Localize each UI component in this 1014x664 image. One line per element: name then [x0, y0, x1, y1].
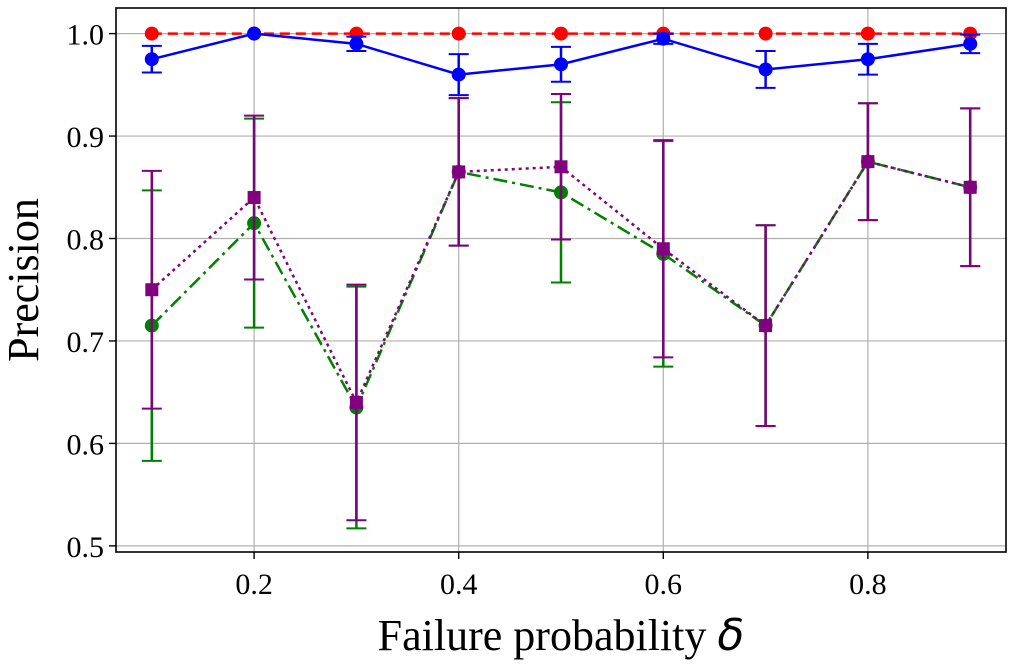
data-point	[656, 31, 671, 46]
data-point	[860, 26, 875, 41]
data-point	[656, 242, 670, 256]
y-tick-label: 0.6	[67, 428, 105, 461]
data-point	[247, 26, 262, 41]
x-axis-symbol: δ	[717, 610, 744, 661]
series-line	[150, 160, 971, 411]
x-axis-label: Failure probability	[378, 611, 707, 660]
series-1	[141, 26, 981, 97]
y-tick-label: 0.5	[67, 531, 105, 564]
data-point	[861, 155, 875, 169]
data-point	[554, 26, 568, 41]
data-point	[349, 395, 363, 409]
y-tick-label: 0.8	[67, 224, 105, 257]
data-point	[860, 52, 875, 67]
data-point	[963, 26, 978, 41]
x-tick-label: 0.2	[235, 568, 273, 601]
y-tick-label: 0.7	[67, 326, 105, 359]
x-axis-title: Failure probability δ	[378, 610, 745, 661]
data-point	[759, 319, 773, 333]
y-axis-title: Precision	[0, 198, 48, 362]
data-point	[554, 160, 568, 174]
data-point	[451, 26, 466, 41]
data-point	[963, 36, 978, 51]
data-point	[451, 67, 466, 82]
data-point	[349, 36, 364, 51]
data-series	[141, 26, 981, 530]
data-point	[963, 180, 977, 194]
data-point	[144, 26, 159, 41]
data-point	[554, 57, 568, 72]
x-tick-label: 0.4	[440, 568, 478, 601]
data-point	[144, 52, 159, 67]
x-tick-label: 0.6	[645, 568, 683, 601]
data-point	[452, 165, 466, 179]
series-3	[141, 93, 981, 522]
plot-frame	[115, 7, 1007, 553]
data-point	[758, 62, 773, 77]
y-tick-label: 0.9	[67, 121, 105, 154]
tick-labels: 0.2 0.4 0.6 0.8 0.5 0.6 0.7 0.8 0.9 1.0	[67, 19, 887, 601]
x-tick-label: 0.8	[849, 568, 887, 601]
data-point	[145, 283, 159, 297]
data-point	[247, 191, 261, 205]
data-point	[758, 26, 773, 41]
y-tick-label: 1.0	[67, 19, 105, 52]
